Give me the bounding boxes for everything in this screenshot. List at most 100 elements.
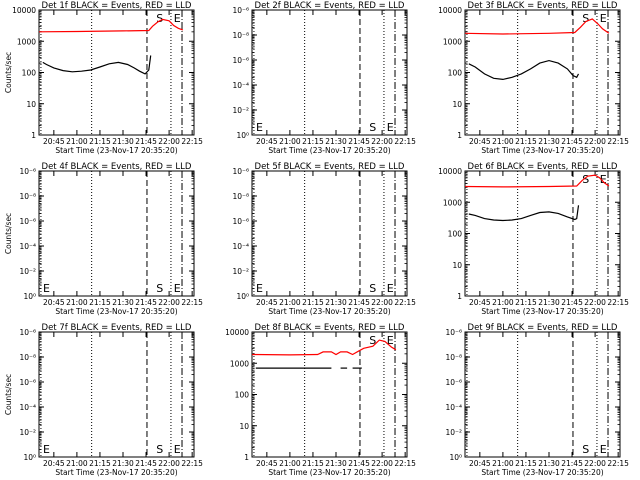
- x-tick-label: 21:45: [348, 137, 370, 146]
- x-tick-label: 21:30: [112, 137, 134, 146]
- x-tick-label: 22:15: [394, 298, 416, 307]
- x-tick-label: 21:00: [279, 459, 301, 468]
- y-axis-label: Counts/sec: [4, 213, 13, 254]
- marker-s: S: [369, 121, 376, 134]
- y-tick-label: 10⁻⁶: [445, 378, 462, 387]
- x-tick-label: 22:15: [607, 459, 629, 468]
- y-tick-label: 1000: [17, 37, 36, 46]
- series-line-2: [42, 55, 152, 75]
- y-tick-label: 10⁻⁶: [232, 167, 249, 176]
- y-tick-label: 10: [452, 261, 462, 270]
- marker-e: E: [43, 282, 50, 295]
- x-tick-label: 22:15: [394, 459, 416, 468]
- x-tick-label: 22:00: [584, 459, 606, 468]
- y-tick-label: 10⁰: [449, 453, 462, 462]
- plot-frame: [251, 9, 408, 136]
- y-tick-label: 10⁻⁴: [19, 242, 36, 251]
- x-tick-label: 22:15: [181, 298, 203, 307]
- marker-e: E: [174, 443, 181, 456]
- x-tick-label: 21:15: [515, 137, 537, 146]
- chart-title: Det 4f BLACK = Events, RED = LLD: [42, 162, 192, 172]
- y-tick-label: 10⁻²: [19, 428, 36, 437]
- x-axis-label: Start Time (23-Nov-17 20:35:20): [481, 146, 603, 155]
- x-tick-label: 21:00: [492, 298, 514, 307]
- plot-frame: [38, 331, 195, 458]
- x-tick-label: 21:30: [325, 459, 347, 468]
- x-tick-label: 22:15: [394, 137, 416, 146]
- marker-s: S: [369, 334, 376, 347]
- x-tick-label: 21:15: [302, 137, 324, 146]
- y-axis-label: Counts/sec: [4, 52, 13, 93]
- y-tick-label: 10⁻²: [19, 267, 36, 276]
- chart-panel-5: Det 5f BLACK = Events, RED = LLD 10⁰ 10⁻² 1…: [232, 162, 416, 316]
- x-tick-label: 21:45: [348, 459, 370, 468]
- y-tick-label: 10⁻²: [232, 267, 249, 276]
- x-axis-label: Start Time (23-Nov-17 20:35:20): [268, 146, 390, 155]
- x-tick-label: 20:45: [43, 459, 65, 468]
- marker-e: E: [600, 12, 607, 25]
- x-tick-label: 22:00: [158, 137, 180, 146]
- series-line-2: [468, 205, 580, 222]
- y-tick-label: 100: [22, 69, 37, 78]
- marker-s: S: [156, 282, 163, 295]
- x-tick-label: 21:00: [66, 298, 88, 307]
- chart-panel-8: Det 8f BLACK = Events, RED = LLD 1 10 100 10…: [225, 323, 416, 477]
- x-axis-label: Start Time (23-Nov-17 20:35:20): [55, 146, 177, 155]
- x-tick-label: 20:45: [469, 298, 491, 307]
- y-tick-label: 1: [457, 292, 462, 301]
- x-tick-label: 21:00: [492, 137, 514, 146]
- y-tick-label: 1000: [443, 198, 462, 207]
- x-tick-label: 22:15: [181, 459, 203, 468]
- x-tick-label: 21:45: [135, 459, 157, 468]
- x-tick-label: 21:30: [325, 298, 347, 307]
- chart-panel-1: Det 1f BLACK = Events, RED = LLD 1 10 100 10…: [4, 1, 203, 155]
- chart-title: Det 1f BLACK = Events, RED = LLD: [42, 1, 192, 11]
- x-axis-label: Start Time (23-Nov-17 20:35:20): [481, 307, 603, 316]
- x-tick-label: 22:00: [584, 298, 606, 307]
- x-axis-label: Start Time (23-Nov-17 20:35:20): [481, 468, 603, 477]
- y-tick-label: 10⁻⁶: [445, 328, 462, 337]
- series-line-1: [252, 339, 397, 356]
- x-tick-label: 21:00: [279, 298, 301, 307]
- chart-panel-4: Det 4f BLACK = Events, RED = LLD 10⁰ 10⁻² 1…: [4, 162, 203, 316]
- y-tick-label: 10⁰: [23, 292, 36, 301]
- y-tick-label: 10⁻⁴: [232, 81, 249, 90]
- y-tick-label: 10000: [438, 167, 462, 176]
- y-tick-label: 10⁰: [23, 453, 36, 462]
- x-axis-label: Start Time (23-Nov-17 20:35:20): [55, 307, 177, 316]
- y-tick-label: 10000: [12, 6, 36, 15]
- x-tick-label: 22:00: [584, 137, 606, 146]
- y-tick-label: 10⁻⁸: [232, 192, 249, 201]
- x-axis-label: Start Time (23-Nov-17 20:35:20): [268, 307, 390, 316]
- x-tick-label: 22:15: [607, 137, 629, 146]
- x-tick-label: 21:45: [561, 459, 583, 468]
- x-tick-label: 20:45: [256, 298, 278, 307]
- x-tick-label: 20:45: [256, 137, 278, 146]
- x-tick-label: 21:30: [538, 298, 560, 307]
- plot-frame: [251, 170, 408, 297]
- x-tick-label: 21:15: [302, 298, 324, 307]
- x-tick-label: 20:45: [43, 298, 65, 307]
- marker-s: S: [369, 282, 376, 295]
- y-axis-label: Counts/sec: [4, 374, 13, 415]
- marker-e: E: [387, 334, 394, 347]
- plot-frame: [38, 170, 195, 297]
- x-tick-label: 21:15: [515, 298, 537, 307]
- chart-panel-9: Det 9f BLACK = Events, RED = LLD 10⁰ 10⁻² 1…: [445, 323, 629, 477]
- chart-title: Det 7f BLACK = Events, RED = LLD: [42, 323, 192, 333]
- x-tick-label: 21:30: [538, 137, 560, 146]
- marker-e: E: [43, 443, 50, 456]
- y-tick-label: 1: [244, 453, 249, 462]
- x-tick-label: 21:45: [135, 298, 157, 307]
- x-tick-label: 21:15: [89, 459, 111, 468]
- x-tick-label: 22:00: [158, 459, 180, 468]
- y-tick-label: 10⁻⁶: [232, 217, 249, 226]
- x-tick-label: 21:15: [515, 459, 537, 468]
- chart-title: Det 5f BLACK = Events, RED = LLD: [255, 162, 405, 172]
- x-tick-label: 21:45: [561, 137, 583, 146]
- marker-s: S: [582, 173, 589, 186]
- x-tick-label: 21:15: [89, 137, 111, 146]
- y-tick-label: 10⁻⁴: [232, 242, 249, 251]
- chart-panel-2: Det 2f BLACK = Events, RED = LLD 10⁰ 10⁻² 1…: [232, 1, 416, 155]
